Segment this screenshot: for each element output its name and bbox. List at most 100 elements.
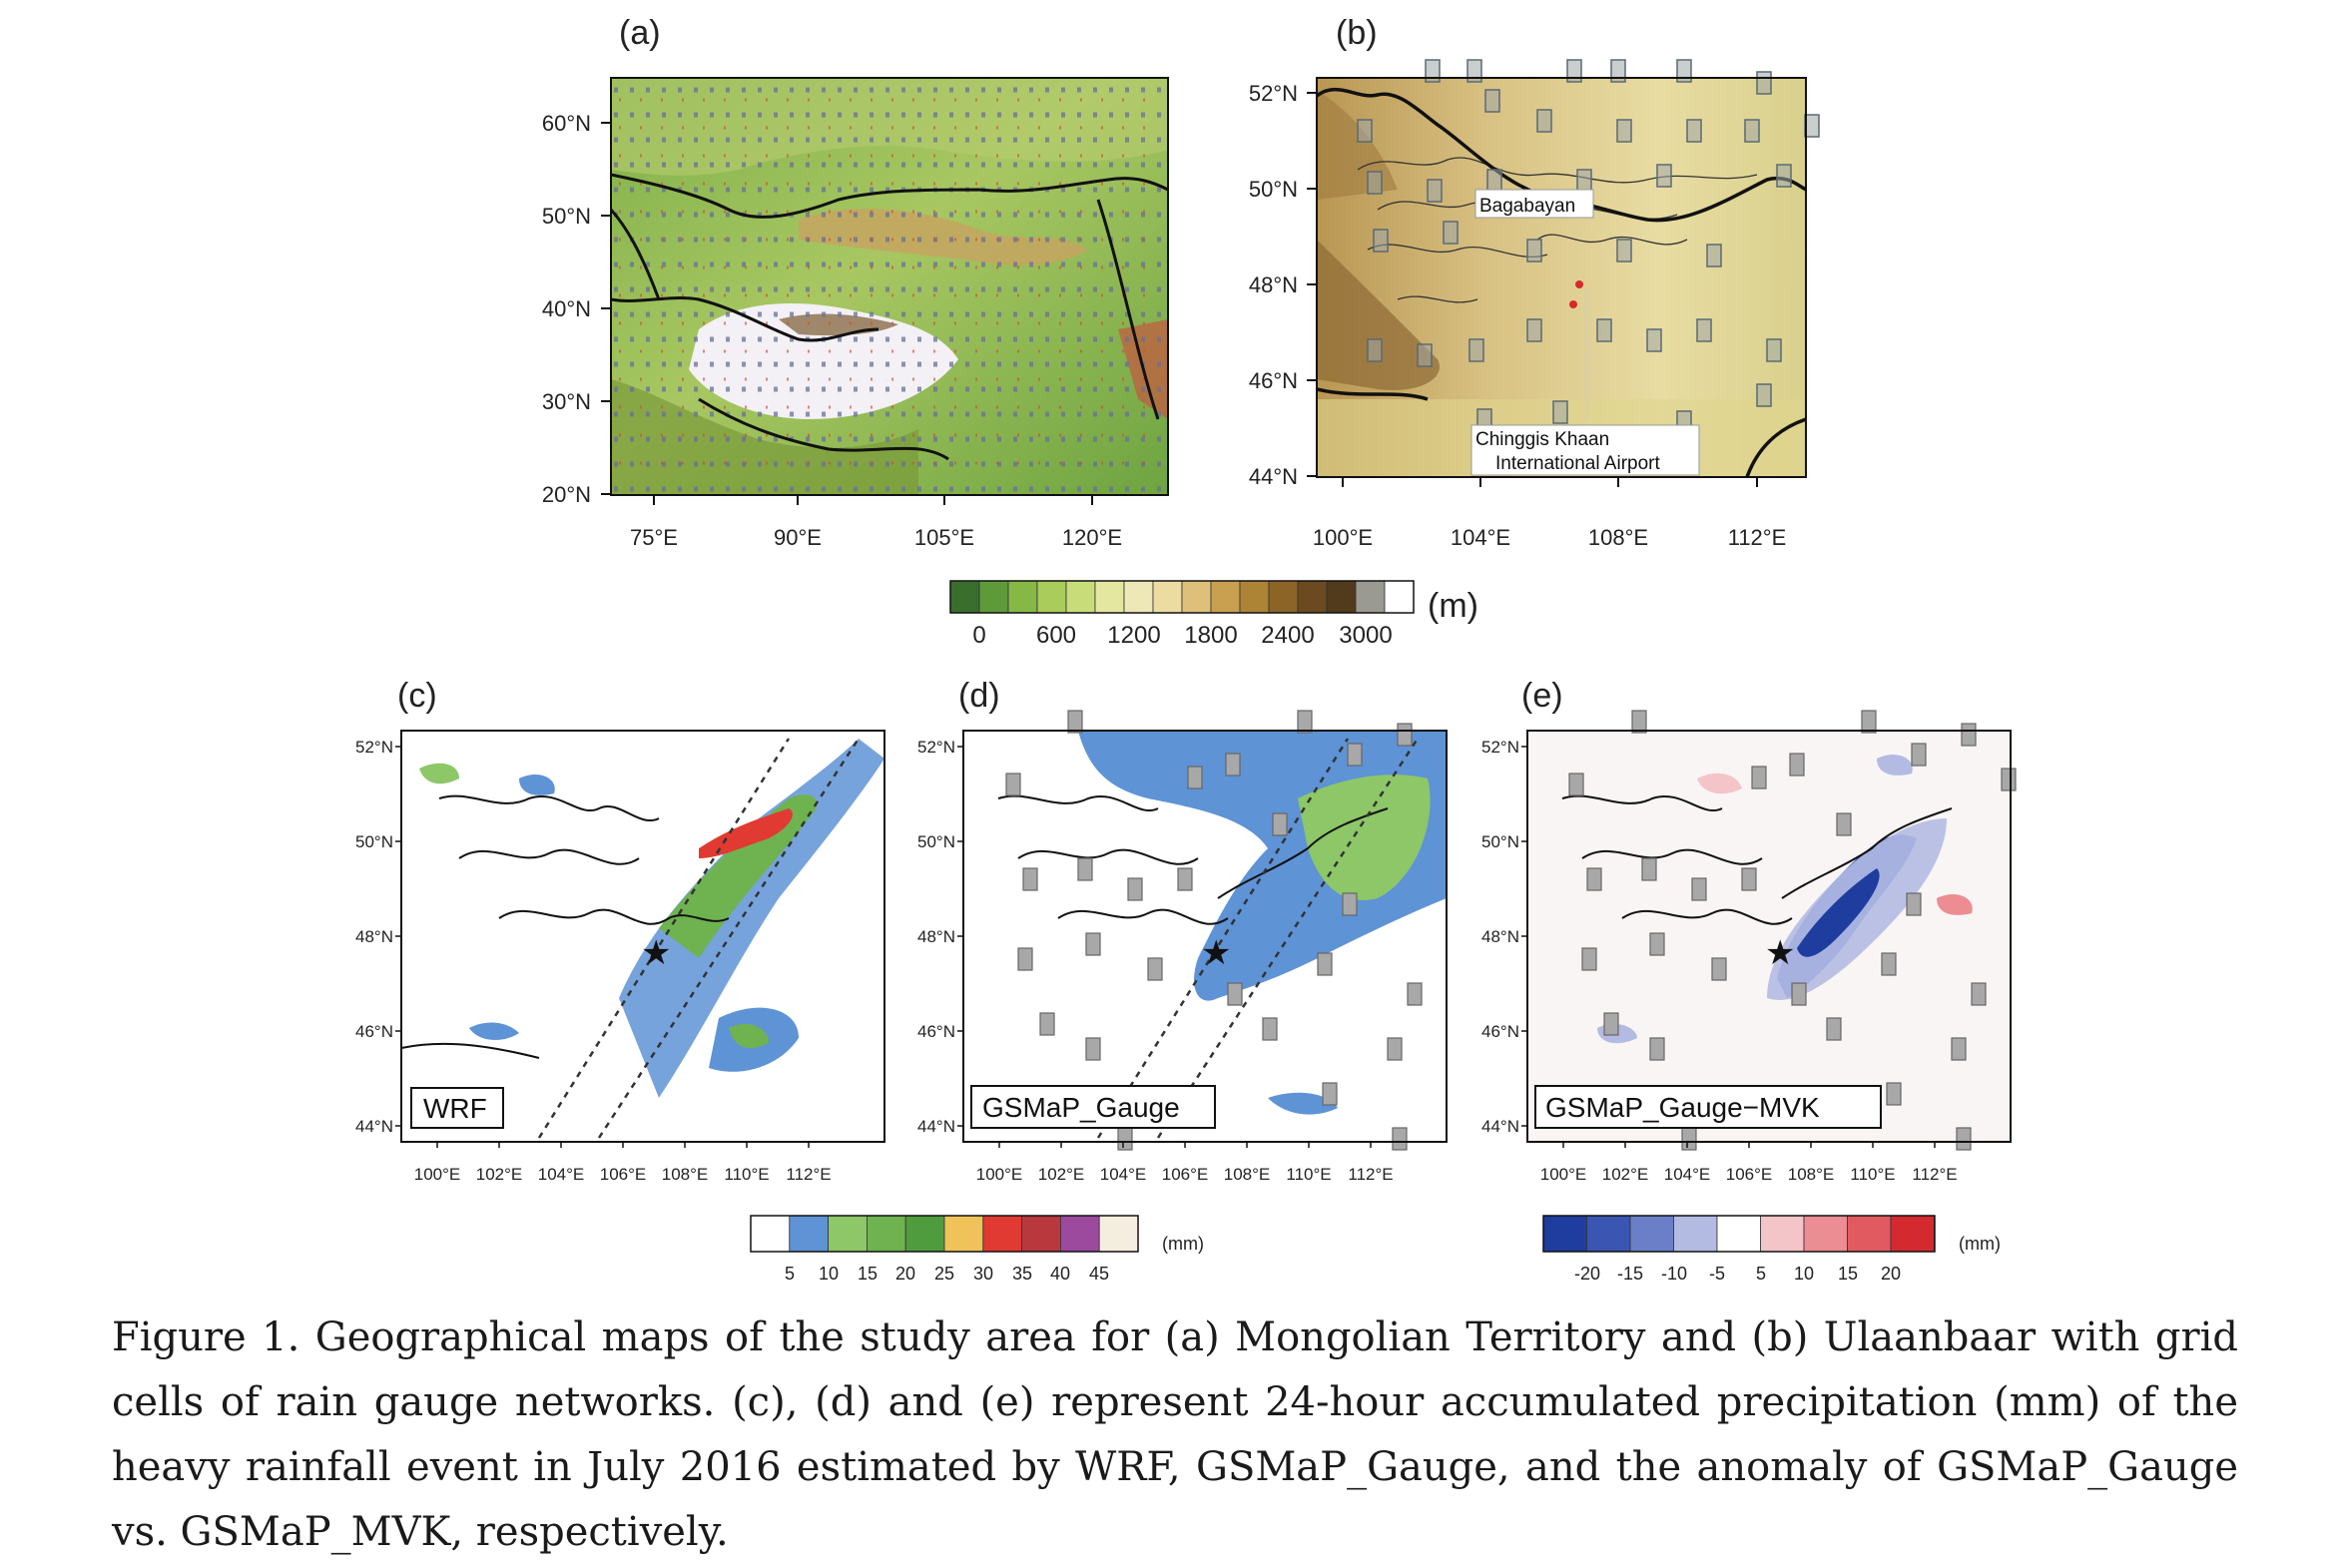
- panel-c-contours: [401, 794, 730, 1059]
- colorbar-swatch: [1094, 580, 1125, 614]
- colorbar-swatch: [750, 1215, 791, 1253]
- colorbar-swatch: [789, 1215, 829, 1253]
- colorbar-swatch: [1181, 580, 1212, 614]
- colorbar-swatch: [1355, 580, 1386, 614]
- lat-tick: 20°N: [542, 482, 591, 507]
- lon-tick: 104°E: [1100, 1165, 1147, 1184]
- colorbar-swatch: [1629, 1215, 1674, 1253]
- colorbar-swatch: [978, 580, 1009, 614]
- panel-b-gauge-cells: [1357, 59, 1820, 434]
- anomaly-colorbar-unit: (mm): [1959, 1234, 2001, 1254]
- panel-b-letter: (b): [1336, 14, 1378, 52]
- panel-a-lon-ticks: 75°E 90°E 105°E 120°E: [630, 525, 1122, 550]
- colorbar-swatch: [1152, 580, 1183, 614]
- elevation-colorbar: (m) 0 600 1200 1800 2400 3000: [949, 580, 1478, 649]
- colorbar-swatch: [943, 1215, 984, 1253]
- elevation-colorbar-unit: (m): [1428, 587, 1478, 625]
- panel-e-gauge-cells: [1568, 710, 2017, 1151]
- colorbar-swatch: [1326, 580, 1357, 614]
- precip-tick: 40: [1050, 1264, 1070, 1284]
- anomaly-tick: -15: [1617, 1264, 1643, 1284]
- precip-tick: 5: [785, 1264, 795, 1284]
- colorbar-swatch: [1123, 580, 1154, 614]
- panel-b-lat-ticks: 52°N 50°N 48°N 46°N 44°N: [1249, 81, 1298, 489]
- colorbar-swatch: [1890, 1215, 1935, 1253]
- colorbar-swatch: [949, 580, 980, 614]
- figure-caption-text: Figure 1. Geographical maps of the study…: [112, 1314, 2238, 1555]
- panel-e-contours: [1561, 794, 1953, 925]
- lat-tick: 52°N: [1481, 738, 1519, 757]
- colorbar-swatch: [1036, 580, 1067, 614]
- label-airport-line1: Chinggis Khaan: [1475, 429, 1609, 450]
- lat-tick: 52°N: [917, 738, 955, 757]
- lon-tick: 120°E: [1062, 525, 1122, 550]
- panel-e-star: ★: [1765, 934, 1795, 972]
- colorbar-swatch: [1060, 1215, 1100, 1253]
- anomaly-tick: 10: [1794, 1264, 1814, 1284]
- lon-tick: 112°E: [1348, 1165, 1393, 1184]
- lon-tick: 105°E: [914, 525, 974, 550]
- lon-tick: 108°E: [1224, 1165, 1271, 1184]
- anomaly-tick: 15: [1838, 1264, 1858, 1284]
- lat-tick: 60°N: [542, 111, 591, 136]
- colorbar-swatch: [828, 1215, 868, 1253]
- lat-tick: 52°N: [355, 738, 393, 757]
- lon-tick: 102°E: [476, 1165, 523, 1184]
- panel-a-elevation-map: [611, 78, 1168, 495]
- panel-e: (e) ★ GSMaP_Gauge−MVK: [1521, 677, 2017, 1151]
- colorbar-swatch: [904, 1215, 945, 1253]
- lat-tick: 44°N: [1481, 1117, 1519, 1136]
- anomaly-tick: -10: [1661, 1264, 1687, 1284]
- lat-tick: 46°N: [355, 1022, 393, 1041]
- elevation-tick: 600: [1036, 622, 1076, 649]
- lon-tick: 75°E: [630, 525, 678, 550]
- panel-a-borders: [611, 173, 1168, 461]
- lon-tick: 108°E: [1588, 525, 1648, 550]
- panel-c-letter: (c): [397, 677, 437, 715]
- colorbar-swatch: [1586, 1215, 1631, 1253]
- lat-tick: 30°N: [542, 389, 591, 414]
- precip-tick: 35: [1012, 1264, 1032, 1284]
- lat-tick: 48°N: [355, 927, 393, 946]
- colorbar-swatch: [1268, 580, 1299, 614]
- colorbar-swatch: [1542, 1215, 1587, 1253]
- lat-tick: 48°N: [917, 927, 955, 946]
- label-airport-line2: International Airport: [1495, 453, 1660, 474]
- lat-tick: 50°N: [542, 204, 591, 229]
- elevation-tick: 2400: [1261, 622, 1314, 649]
- lon-tick: 110°E: [1286, 1165, 1331, 1184]
- colorbar-swatch: [1297, 580, 1328, 614]
- elevation-colorbar-swatches: [949, 580, 1415, 614]
- colorbar-swatch: [1847, 1215, 1892, 1253]
- precip-tick: 20: [895, 1264, 915, 1284]
- precip-colorbar-swatches: [750, 1215, 1139, 1253]
- panel-a-lat-ticks: 60°N 50°N 40°N 30°N 20°N: [542, 111, 591, 507]
- panel-d-title: GSMaP_Gauge: [982, 1092, 1180, 1123]
- lon-tick: 106°E: [1162, 1165, 1209, 1184]
- elevation-tick: 0: [972, 622, 985, 649]
- panel-e-title: GSMaP_Gauge−MVK: [1545, 1092, 1820, 1123]
- lat-tick: 50°N: [1481, 832, 1519, 851]
- colorbar-swatch: [1239, 580, 1270, 614]
- precip-colorbar: (mm) 5 10 15 20 25 30 35 40 45: [750, 1215, 1204, 1284]
- precip-tick: 30: [973, 1264, 993, 1284]
- lon-tick: 106°E: [1726, 1165, 1773, 1184]
- anomaly-tick: -20: [1574, 1264, 1600, 1284]
- lon-tick: 110°E: [1850, 1165, 1895, 1184]
- colorbar-swatch: [1716, 1215, 1761, 1253]
- figure-canvas: (a) 60°N 50°N 40°N 30°N 20°N: [355, 14, 2017, 1284]
- precip-tick: 45: [1089, 1264, 1109, 1284]
- elevation-tick: 1200: [1107, 622, 1160, 649]
- lon-tick: 110°E: [724, 1165, 769, 1184]
- lon-tick: 100°E: [976, 1165, 1023, 1184]
- small-panel-axes: 52°N 50°N 48°N 46°N 44°N 100°E 102°E 104°E 106°E…: [355, 738, 1958, 1184]
- lat-tick: 44°N: [355, 1117, 393, 1136]
- colorbar-swatch: [982, 1215, 1022, 1253]
- panel-e-anomaly-field: [1597, 754, 1973, 1044]
- panel-e-letter: (e): [1521, 677, 1563, 715]
- panel-d: (d) ★ GSMaP_Gauge: [958, 677, 1448, 1151]
- panel-c: (c) ★ WRF: [397, 677, 885, 1143]
- anomaly-tick: 5: [1756, 1264, 1766, 1284]
- elevation-tick: 3000: [1339, 622, 1392, 649]
- colorbar-swatch: [1007, 580, 1038, 614]
